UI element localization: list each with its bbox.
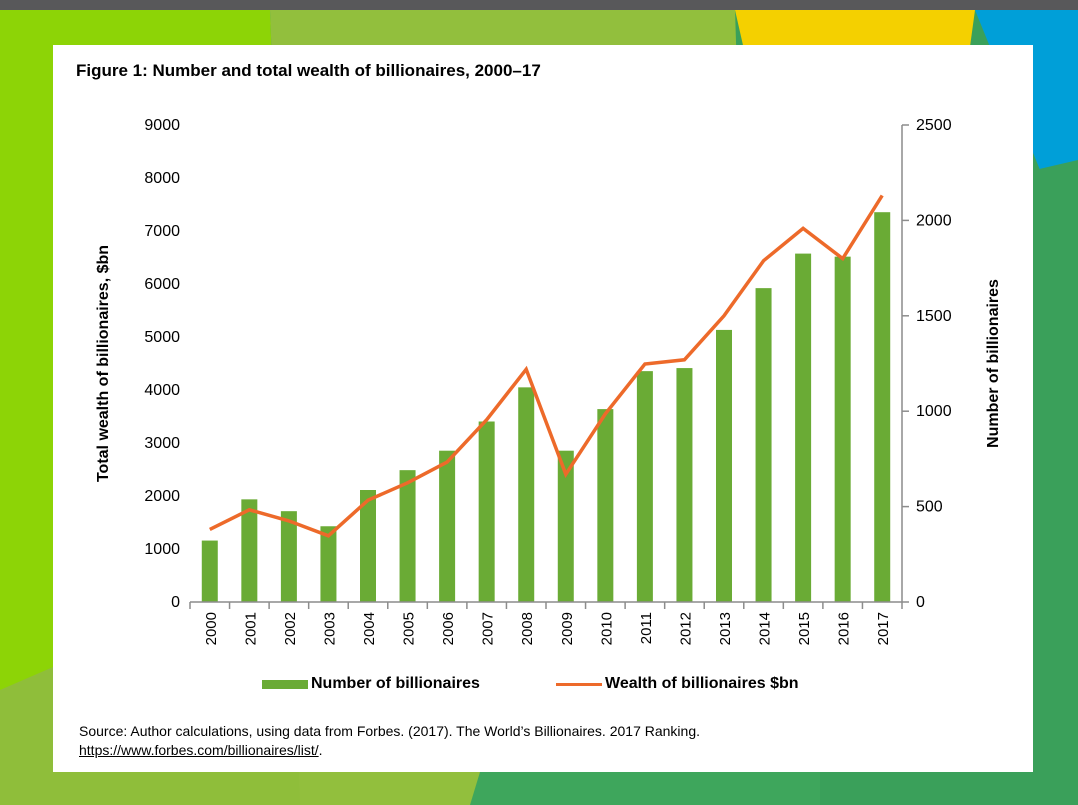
bar-2009: [557, 450, 574, 602]
legend-bar-swatch: [262, 679, 308, 689]
bar-2002: [280, 511, 297, 602]
left-tick-label-3000: 3000: [144, 435, 180, 452]
x-tick-label-2008: 2008: [519, 612, 536, 645]
left-axis-title: Total wealth of billionaires, $bn: [95, 245, 112, 482]
x-tick-label-2010: 2010: [598, 612, 615, 645]
legend: Number of billionaires Wealth of billion…: [53, 673, 1033, 695]
left-tick-label-5000: 5000: [144, 329, 180, 346]
x-tick-label-2004: 2004: [361, 612, 378, 645]
x-tick-label-2003: 2003: [321, 612, 338, 645]
bar-2015: [795, 253, 812, 603]
bar-2016: [834, 256, 851, 602]
left-tick-label-0: 0: [171, 594, 180, 611]
left-tick-label-7000: 7000: [144, 223, 180, 240]
bar-2014: [755, 288, 772, 602]
x-tick-label-2006: 2006: [440, 612, 457, 645]
source-note: Source: Author calculations, using data …: [79, 722, 700, 760]
right-tick-label-0: 0: [916, 594, 925, 611]
x-tick-label-2014: 2014: [757, 612, 774, 645]
left-tick-label-1000: 1000: [144, 541, 180, 558]
right-tick-label-2500: 2500: [916, 117, 952, 134]
legend-bars-label: Number of billionaires: [311, 675, 480, 692]
source-text: Source: Author calculations, using data …: [79, 723, 700, 739]
right-axis-title: Number of billionaires: [985, 279, 1002, 448]
legend-line-swatch: [556, 682, 602, 686]
x-tick-label-2007: 2007: [480, 612, 497, 645]
wealth-line: [209, 194, 884, 538]
right-tick-label-500: 500: [916, 499, 943, 516]
x-tick-label-2011: 2011: [638, 612, 655, 644]
left-tick-label-2000: 2000: [144, 488, 180, 505]
bar-2006: [439, 450, 456, 602]
left-tick-label-4000: 4000: [144, 382, 180, 399]
figure-card: Figure 1: Number and total wealth of bil…: [53, 45, 1033, 772]
bar-2013: [716, 329, 732, 602]
legend-item-line: Wealth of billionaires $bn: [556, 673, 799, 695]
x-tick-label-2017: 2017: [875, 612, 892, 645]
right-tick-label-2000: 2000: [916, 212, 952, 229]
x-tick-label-2002: 2002: [282, 612, 299, 645]
right-tick-label-1000: 1000: [916, 403, 952, 420]
bar-2012: [676, 368, 693, 602]
bar-2007: [478, 421, 495, 602]
legend-line-label: Wealth of billionaires $bn: [605, 675, 799, 692]
x-tick-label-2013: 2013: [717, 612, 734, 645]
x-tick-label-2009: 2009: [559, 612, 576, 645]
bar-2004: [360, 490, 376, 602]
source-link-suffix: .: [318, 742, 323, 758]
left-tick-label-8000: 8000: [144, 170, 180, 187]
bar-2005: [399, 470, 416, 602]
source-link[interactable]: https://www.forbes.com/billionaires/list…: [79, 742, 319, 758]
right-tick-label-1500: 1500: [916, 308, 952, 325]
x-tick-label-2015: 2015: [796, 612, 813, 645]
figure-title: Figure 1: Number and total wealth of bil…: [76, 61, 541, 80]
x-tick-label-2005: 2005: [401, 612, 418, 645]
left-tick-label-9000: 9000: [144, 117, 180, 134]
bar-2000: [201, 540, 218, 602]
legend-item-bars: Number of billionaires: [262, 673, 480, 695]
x-tick-label-2012: 2012: [677, 612, 694, 645]
bar-2010: [597, 409, 614, 602]
x-tick-label-2016: 2016: [836, 612, 853, 645]
bar-2017: [874, 212, 891, 602]
x-tick-label-2000: 2000: [203, 612, 220, 645]
bar-2008: [518, 387, 535, 602]
left-tick-label-6000: 6000: [144, 276, 180, 293]
chart: 0 1000 2000 3000 4000 5000 6000 7000 8000 9000 0 50…: [95, 117, 1002, 645]
x-tick-label-2001: 2001: [242, 612, 259, 645]
bar-2003: [320, 526, 337, 602]
bar-2001: [241, 499, 258, 602]
bar-2011: [636, 371, 653, 602]
